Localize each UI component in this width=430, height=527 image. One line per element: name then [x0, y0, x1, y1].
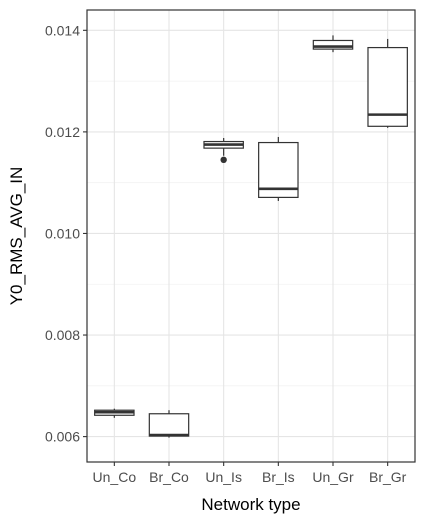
- major-gridlines: [87, 10, 415, 462]
- iqr-box: [312, 39, 354, 50]
- x-tick-label: Br_Is: [262, 469, 295, 485]
- x-tick-label: Un_Is: [205, 469, 242, 485]
- x-tick-label: Br_Co: [149, 469, 189, 485]
- box-Br_Co: [148, 410, 190, 438]
- x-tick-label: Un_Co: [93, 469, 137, 485]
- y-tick-label: 0.008: [45, 327, 80, 343]
- box-Br_Gr: [367, 38, 408, 128]
- y-axis: 0.006 0.008 0.010 0.012 0.014: [45, 22, 87, 445]
- panel-border: [86, 9, 416, 463]
- iqr-box: [367, 46, 408, 127]
- x-tick-label: Un_Gr: [312, 469, 354, 485]
- y-tick-label: 0.006: [45, 429, 80, 445]
- y-tick-label: 0.010: [45, 225, 80, 241]
- x-tick-label: Br_Gr: [369, 469, 407, 485]
- iqr-box: [148, 413, 190, 437]
- minor-gridlines: [87, 80, 415, 387]
- y-tick-label: 0.014: [45, 22, 80, 38]
- x-axis: Un_Co Br_Co Un_Is Br_Is Un_Gr Br_Gr: [93, 462, 407, 485]
- box-Un_Gr: [312, 35, 354, 53]
- box-Br_Is: [258, 136, 299, 201]
- y-axis-title: Y0_RMS_AVG_IN: [7, 167, 26, 306]
- box-series: [94, 35, 408, 438]
- outlier-point: [220, 156, 227, 164]
- x-axis-title: Network type: [201, 495, 300, 514]
- box-Un_Co: [94, 408, 135, 418]
- box-Un_Is: [203, 137, 244, 164]
- y-tick-label: 0.012: [45, 124, 80, 140]
